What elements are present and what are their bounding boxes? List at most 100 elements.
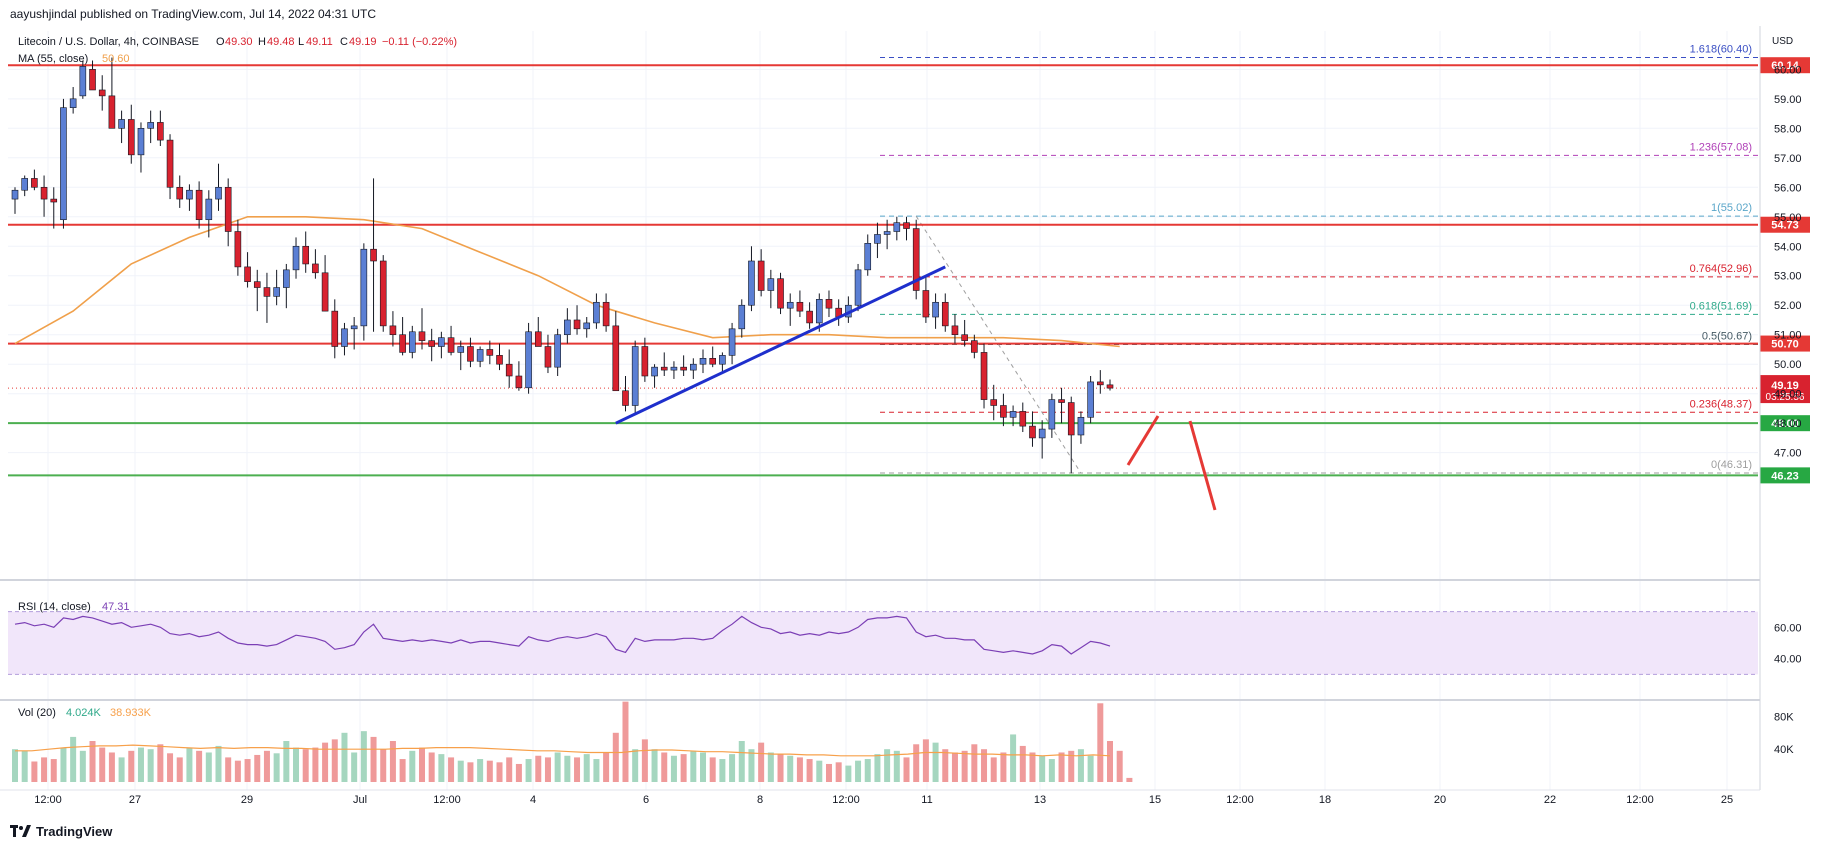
candle-body	[922, 290, 930, 318]
candle-body	[312, 263, 319, 274]
volume-bar	[903, 757, 910, 782]
candle-body	[1009, 411, 1017, 418]
volume-bar	[981, 749, 988, 782]
current-price-label: 49.19	[1771, 380, 1799, 392]
candle-body	[176, 186, 184, 200]
tradingview-logo-icon	[10, 825, 31, 837]
candle	[418, 308, 426, 350]
legend-ma-value: 50.60	[102, 53, 130, 65]
candle	[69, 87, 77, 114]
volume-bar	[244, 759, 251, 782]
candle-body	[1097, 381, 1104, 386]
candle	[525, 322, 532, 394]
candle-body	[186, 189, 193, 200]
candle-body	[389, 325, 397, 336]
price-chart[interactable]: 60.00 40.00 80K 40K 1.618(60.40) 1.236(57.0…	[0, 26, 1834, 818]
fib-label: 0(46.31)	[1711, 459, 1752, 471]
candle-body	[505, 363, 513, 377]
volume-bar	[758, 742, 765, 782]
volume-bar	[351, 752, 358, 782]
candle	[166, 134, 174, 200]
candle-body	[554, 334, 561, 368]
candle-body	[273, 287, 280, 297]
volume-bar	[70, 736, 77, 782]
candle	[554, 328, 561, 376]
price-tick-label: 57.00	[1774, 153, 1802, 165]
candle	[1000, 393, 1007, 427]
candle-body	[40, 186, 48, 200]
candle	[137, 122, 145, 173]
volume-bar	[564, 755, 571, 782]
level-price-tag	[1760, 57, 1810, 74]
volume-bar	[108, 752, 115, 782]
volume-bar	[670, 755, 677, 782]
candle-body	[1077, 416, 1085, 436]
legend-ma-label: MA (55, close)	[18, 53, 88, 65]
candle-body	[961, 334, 968, 341]
candle-body	[244, 266, 251, 282]
candle-body	[573, 319, 581, 330]
candle	[1009, 405, 1017, 427]
candle	[21, 175, 28, 197]
volume-bar	[1010, 734, 1017, 782]
candle-body	[79, 66, 87, 97]
candle-body	[864, 243, 872, 271]
volume-bar	[796, 757, 803, 782]
volume-bar	[651, 749, 658, 782]
candle	[40, 175, 48, 217]
candle-body	[31, 178, 38, 188]
volume-bar	[1126, 777, 1133, 782]
candle-body	[418, 331, 426, 341]
legend-c-label: C	[340, 36, 348, 48]
price-tick-label: 59.00	[1774, 94, 1802, 106]
candle	[50, 187, 58, 229]
candle-body	[467, 346, 474, 362]
candle	[1038, 420, 1046, 459]
volume-bar	[806, 759, 813, 782]
candle-body	[690, 363, 697, 371]
volume-bar	[186, 747, 193, 782]
rsi-line	[14, 615, 1111, 655]
candle-body	[428, 340, 435, 347]
current-price-tag	[1760, 375, 1810, 404]
candle	[263, 272, 271, 323]
volume-bar	[1116, 750, 1123, 782]
candle-body	[1058, 399, 1065, 403]
volume-bar	[874, 754, 881, 782]
candle	[602, 293, 610, 332]
candle-body	[50, 198, 58, 203]
candle	[932, 293, 939, 329]
volume-bar	[89, 741, 96, 782]
volume-bar	[99, 747, 106, 782]
candle-body	[127, 119, 135, 156]
volume-bar	[990, 757, 997, 782]
candle-body	[990, 399, 998, 406]
candle	[670, 361, 678, 379]
candle-body	[60, 107, 67, 221]
candle	[593, 293, 600, 329]
candle	[612, 311, 620, 392]
fib-label: 1(55.02)	[1711, 202, 1752, 214]
volume-bar	[234, 760, 241, 782]
legend-l: 49.11	[306, 36, 333, 48]
candle-body	[699, 358, 707, 365]
volume-tick-label: 80K	[1774, 711, 1794, 723]
volume-bar	[41, 757, 48, 782]
candle-body	[350, 325, 358, 330]
grid-lines	[0, 31, 1760, 790]
volume-bar	[273, 753, 280, 782]
candle	[854, 263, 862, 312]
volume-bar	[554, 752, 561, 782]
candle	[893, 216, 901, 241]
volume-bar	[515, 763, 522, 782]
volume-bar	[1107, 741, 1113, 782]
candle	[1087, 376, 1094, 424]
candle-body	[525, 331, 532, 389]
candle-body	[748, 260, 755, 306]
time-tick-label: 18	[1319, 794, 1331, 806]
candle	[118, 110, 125, 144]
candle-body	[166, 139, 174, 188]
volume-bar	[942, 749, 949, 782]
time-tick-label: 13	[1034, 794, 1046, 806]
